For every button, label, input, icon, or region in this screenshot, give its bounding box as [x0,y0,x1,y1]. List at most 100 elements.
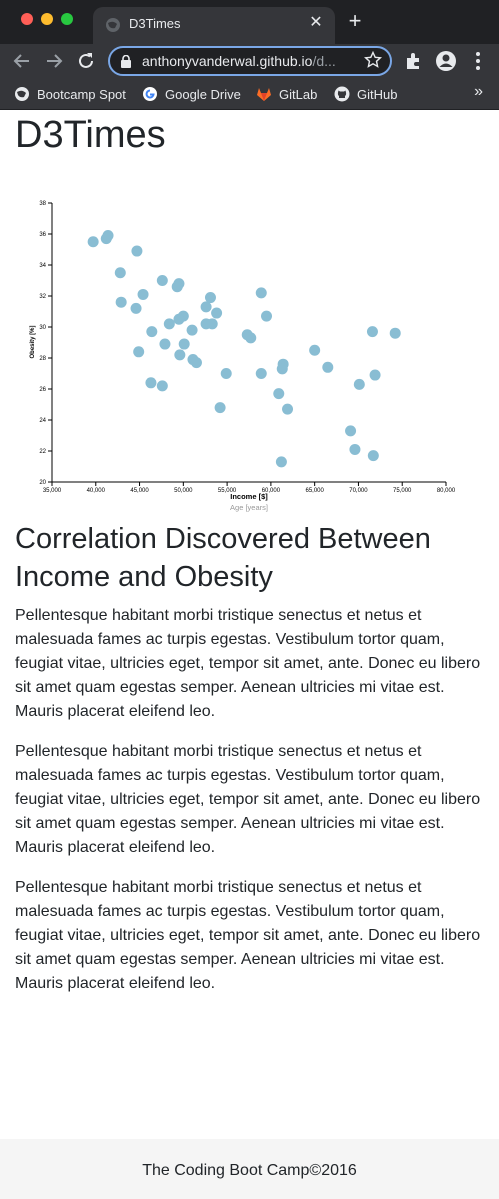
footer-text: The Coding Boot Camp©2016 [142,1162,357,1179]
x-tick-label: 45,000 [130,488,149,494]
y-tick-label: 22 [39,449,46,455]
url-text: anthonyvanderwal.github.io/d... [142,53,342,69]
data-point[interactable] [277,363,288,374]
data-point[interactable] [201,301,212,312]
x-tick-label: 65,000 [305,488,324,494]
y-ticks: 20222426283032343638 [39,201,52,486]
data-point[interactable] [157,380,168,391]
data-point[interactable] [115,267,126,278]
page-title: D3Times [15,114,166,157]
globe-icon [105,17,121,33]
data-point[interactable] [215,402,226,413]
data-point[interactable] [179,339,190,350]
data-point[interactable] [138,289,149,300]
x-axis-label[interactable]: Income [$] [230,492,268,501]
bookmark-github[interactable]: GitHub [334,84,397,104]
minimize-window-button[interactable] [41,13,53,25]
close-tab-icon[interactable]: ✕ [307,14,325,32]
data-point[interactable] [221,368,232,379]
x-tick-label: 35,000 [43,488,62,494]
globe-icon [14,86,30,102]
data-point[interactable] [256,368,267,379]
data-point[interactable] [164,318,175,329]
x-tick-label: 40,000 [87,488,106,494]
data-point[interactable] [309,345,320,356]
y-tick-label: 34 [39,263,46,269]
x-tick-label: 70,000 [349,488,368,494]
back-icon[interactable] [10,49,34,73]
data-point[interactable] [322,362,333,373]
x-axis-label-alt[interactable]: Age [years] [230,503,268,512]
extensions-icon[interactable] [402,49,426,73]
x-tick-label: 80,000 [437,488,456,494]
data-point[interactable] [349,444,360,455]
y-tick-label: 32 [39,294,46,300]
data-point[interactable] [370,370,381,381]
data-point[interactable] [191,357,202,368]
data-point[interactable] [116,297,127,308]
data-point[interactable] [174,349,185,360]
x-tick-label: 50,000 [174,488,193,494]
data-point[interactable] [367,326,378,337]
section-heading: Correlation Discovered Between Income an… [15,520,485,596]
y-tick-label: 30 [39,325,46,331]
new-tab-button[interactable]: + [345,11,365,31]
maximize-window-button[interactable] [61,13,73,25]
data-point[interactable] [172,281,183,292]
data-point[interactable] [345,425,356,436]
data-point[interactable] [211,308,222,319]
data-point[interactable] [103,230,114,241]
data-point[interactable] [261,311,272,322]
data-point[interactable] [256,287,267,298]
bookmark-bootcamp-spot[interactable]: Bootcamp Spot [14,84,126,104]
data-point[interactable] [273,388,284,399]
browser-toolbar: anthonyvanderwal.github.io/d... [0,44,499,78]
y-tick-label: 20 [39,480,46,486]
paragraph: Pellentesque habitant morbi tristique se… [15,604,485,724]
forward-icon[interactable] [42,49,66,73]
x-tick-label: 75,000 [393,488,412,494]
points-layer [88,230,401,467]
data-point[interactable] [159,339,170,350]
data-point[interactable] [282,404,293,415]
data-point[interactable] [390,328,401,339]
bookmark-star-icon[interactable] [364,51,382,69]
data-point[interactable] [207,318,218,329]
paragraph: Pellentesque habitant morbi tristique se… [15,740,485,860]
data-point[interactable] [354,379,365,390]
close-window-button[interactable] [21,13,33,25]
y-tick-label: 38 [39,201,46,207]
google-icon [142,86,158,102]
tab-title: D3Times [129,16,181,31]
data-point[interactable] [131,303,142,314]
data-point[interactable] [88,236,99,247]
browser-titlebar: D3Times ✕ + [0,0,499,44]
browser-tab[interactable]: D3Times ✕ [93,7,335,44]
bookmark-google-drive[interactable]: Google Drive [142,84,241,104]
data-point[interactable] [187,325,198,336]
data-point[interactable] [276,456,287,467]
y-tick-label: 28 [39,356,46,362]
bookmark-gitlab[interactable]: GitLab [256,84,317,104]
y-tick-label: 24 [39,418,46,424]
data-point[interactable] [146,326,157,337]
more-menu-icon[interactable] [466,49,490,73]
github-icon [334,86,350,102]
reload-icon[interactable] [74,49,98,73]
gitlab-icon [256,86,272,102]
data-point[interactable] [173,314,184,325]
bookmarks-bar: Bootcamp Spot Google Drive GitLab GitHub… [0,78,499,110]
address-bar[interactable]: anthonyvanderwal.github.io/d... [108,46,392,76]
data-point[interactable] [368,450,379,461]
data-point[interactable] [245,332,256,343]
data-point[interactable] [133,346,144,357]
data-point[interactable] [157,275,168,286]
y-tick-label: 36 [39,232,46,238]
y-axis-label[interactable]: Obesity [%] [30,325,36,358]
data-point[interactable] [131,246,142,257]
data-point[interactable] [145,377,156,388]
scatter-chart: 35,000 40,000 45,000 50,000 55,000 60,000 65,0… [0,190,499,520]
more-bookmarks-button[interactable]: » [474,83,483,101]
paragraph: Pellentesque habitant morbi tristique se… [15,876,485,996]
profile-avatar-icon[interactable] [434,49,458,73]
